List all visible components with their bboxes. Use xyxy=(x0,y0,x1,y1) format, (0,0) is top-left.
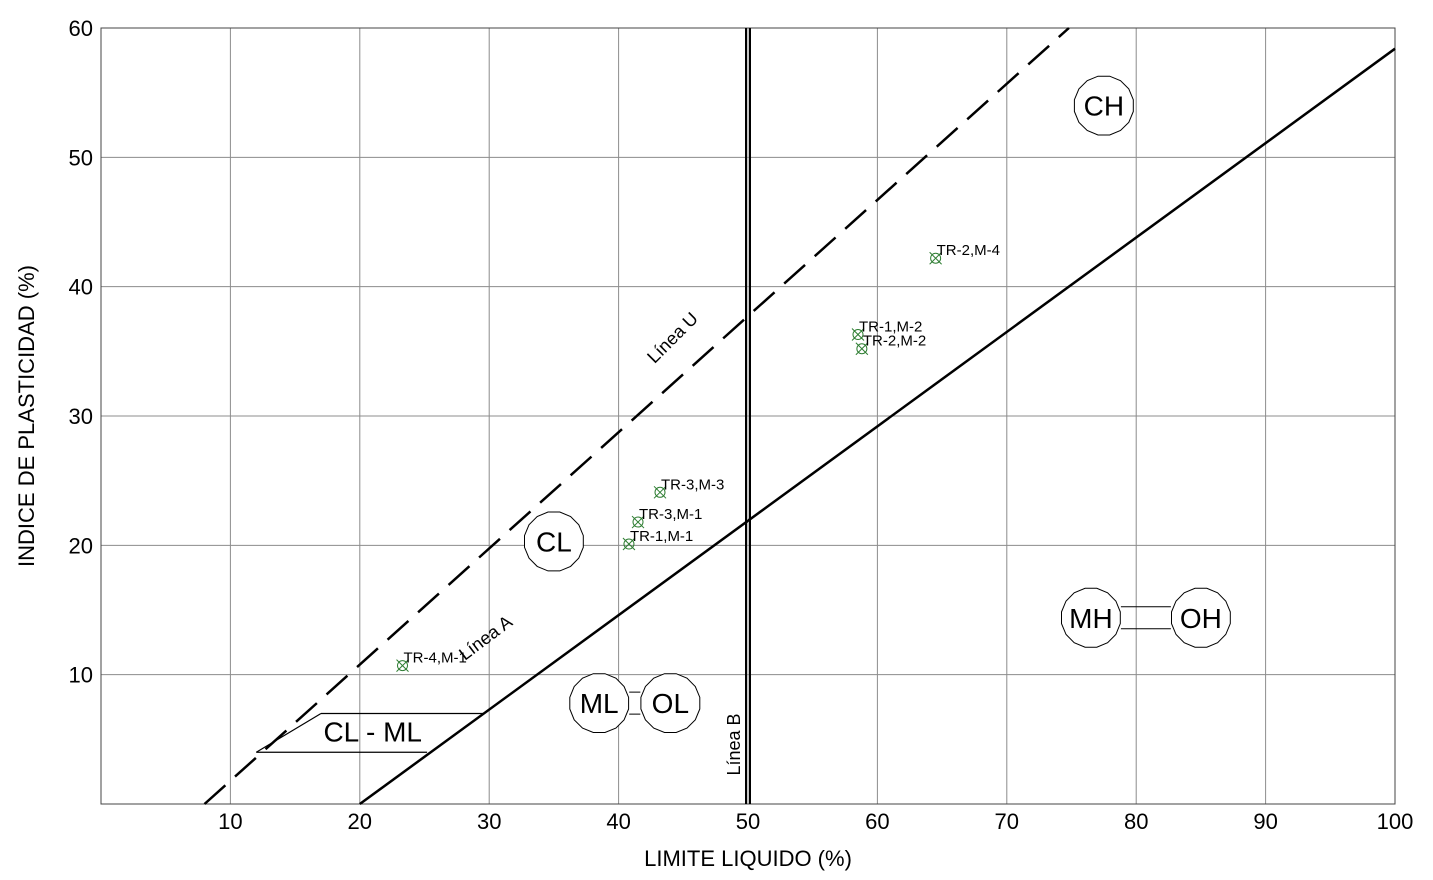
line-a xyxy=(359,47,1396,806)
data-point-cross xyxy=(855,342,869,356)
data-point-label: TR-4,M-1 xyxy=(404,650,467,667)
zone-badge xyxy=(640,673,701,733)
data-point-marker xyxy=(623,538,635,550)
zone-badge xyxy=(1073,75,1134,136)
zone-badge xyxy=(1171,587,1231,648)
y-tick-label: 30 xyxy=(69,404,93,429)
cl-ml-side-line xyxy=(255,712,322,753)
data-point: TR-2,M-4 xyxy=(929,242,1000,265)
data-point-label: TR-2,M-2 xyxy=(863,333,926,350)
data-point-marker xyxy=(632,516,644,528)
data-point: TR-3,M-1 xyxy=(631,506,702,529)
data-point: TR-3,M-3 xyxy=(653,476,724,499)
grid-layer xyxy=(100,27,1396,805)
zone-label: ML xyxy=(580,688,619,719)
data-point-marker xyxy=(856,343,868,355)
data-point-label: TR-1,M-2 xyxy=(859,319,922,336)
data-point: TR-1,M-1 xyxy=(622,528,693,551)
data-point-cross xyxy=(396,659,409,672)
data-point-marker xyxy=(930,252,942,264)
zone-badge xyxy=(569,673,630,733)
y-tick-label: 40 xyxy=(69,275,93,300)
y-tick-label: 60 xyxy=(69,16,93,41)
data-point-cross xyxy=(631,515,645,529)
zone-label: CL xyxy=(536,526,572,557)
x-tick-label: 90 xyxy=(1253,809,1277,834)
data-point-cross xyxy=(851,328,865,341)
y-tick-label: 20 xyxy=(69,533,93,558)
x-tick-label: 20 xyxy=(348,809,372,834)
zones-layer: CH CL ML OL MH OH CL - ML xyxy=(323,75,1231,748)
zone-badge xyxy=(1061,587,1121,648)
x-tick-label: 60 xyxy=(865,809,889,834)
y-axis-title: INDICE DE PLASTICIDAD (%) xyxy=(14,265,39,567)
line-u-label: Línea U xyxy=(643,308,702,367)
y-tick-label: 10 xyxy=(69,663,93,688)
data-point-cross xyxy=(653,485,667,499)
line-b-label: Línea B xyxy=(724,713,744,775)
data-point-cross xyxy=(622,537,636,551)
plot-frame xyxy=(100,27,1396,805)
x-tick-label: 40 xyxy=(606,809,630,834)
zone-label: CH xyxy=(1084,91,1124,122)
data-point-label: TR-1,M-1 xyxy=(630,528,693,545)
y-tick-label: 50 xyxy=(69,145,93,170)
data-point-label: TR-3,M-3 xyxy=(661,476,724,493)
data-point-marker xyxy=(654,486,666,498)
x-tick-label: 100 xyxy=(1377,809,1414,834)
data-point-marker xyxy=(397,660,409,672)
data-point-label: TR-3,M-1 xyxy=(639,506,702,523)
zone-label: CL - ML xyxy=(323,717,422,748)
zone-label: MH xyxy=(1069,603,1113,634)
ticks-layer: 10 20 30 40 50 60 70 80 90 100 10 20 30 40 50 60 xyxy=(69,16,1414,834)
zone-label: OH xyxy=(1180,603,1222,634)
zone-label: OL xyxy=(652,688,689,719)
data-point: TR-2,M-2 xyxy=(855,333,926,356)
data-point-label: TR-2,M-4 xyxy=(937,242,1000,259)
x-tick-label: 80 xyxy=(1124,809,1148,834)
data-point-cross xyxy=(929,251,942,265)
data-point-marker xyxy=(852,329,864,341)
data-point: TR-1,M-2 xyxy=(851,319,922,341)
data-point: TR-4,M-1 xyxy=(396,650,467,672)
x-tick-label: 10 xyxy=(218,809,242,834)
zone-badge xyxy=(524,511,584,572)
line-u xyxy=(203,27,1070,805)
x-axis-title: LIMITE LIQUIDO (%) xyxy=(644,846,852,871)
x-tick-label: 50 xyxy=(736,809,760,834)
x-tick-label: 30 xyxy=(477,809,501,834)
x-tick-label: 70 xyxy=(995,809,1019,834)
points-layer: TR-2,M-4 TR-1,M-2TR-2,M-2 TR-3,M-3 TR-3,M-1… xyxy=(396,242,1000,672)
